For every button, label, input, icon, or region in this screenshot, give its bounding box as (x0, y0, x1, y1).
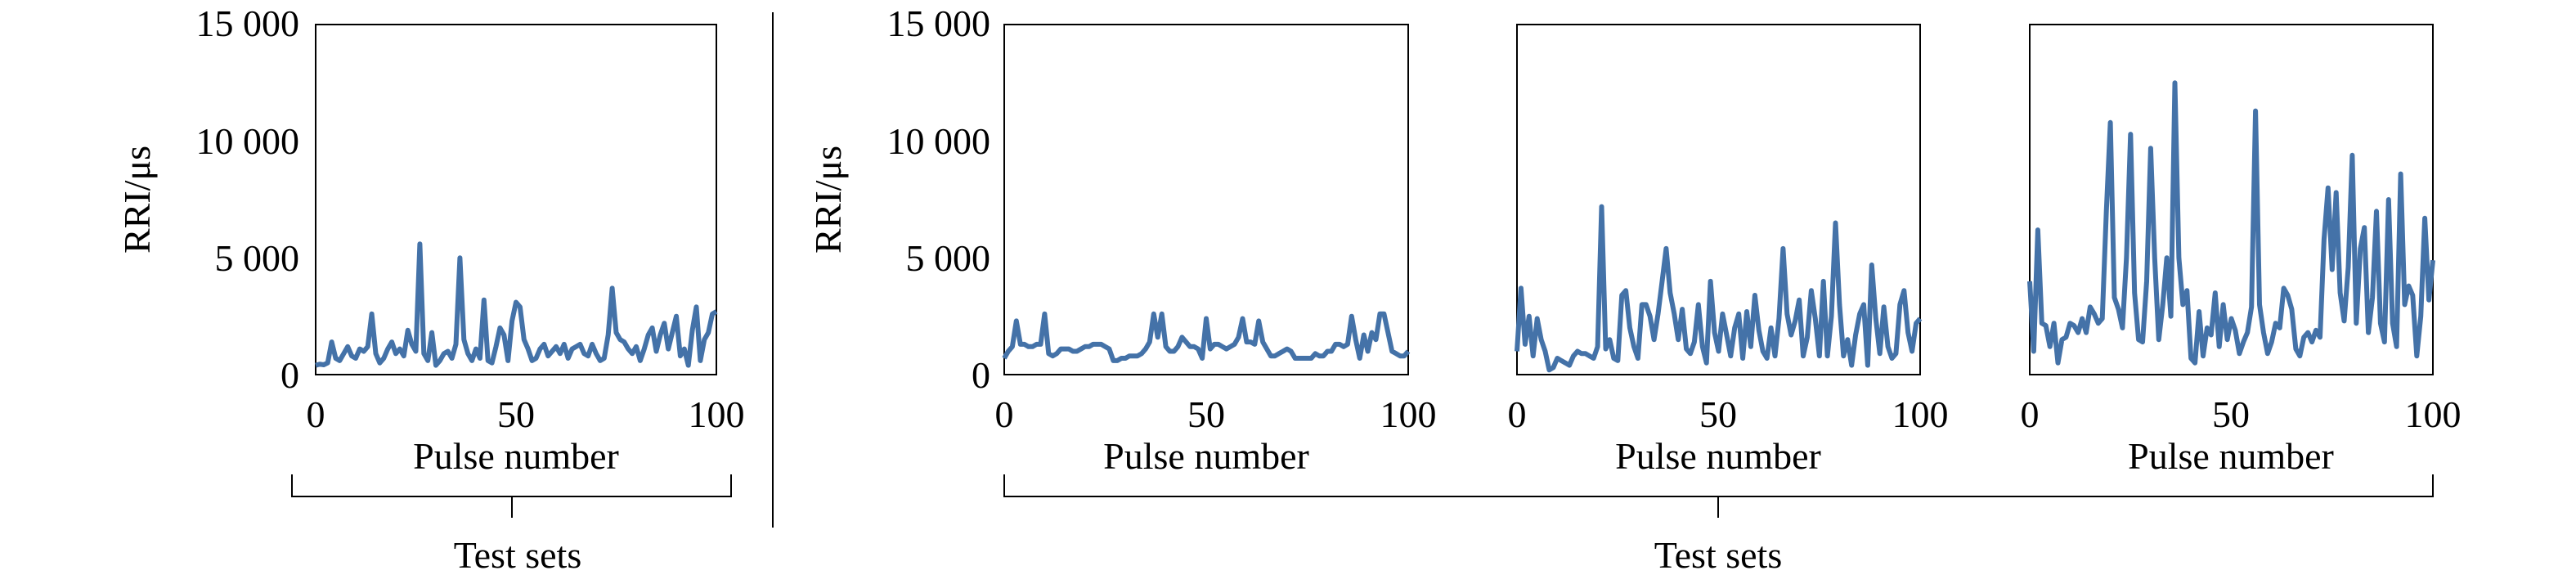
series-line (2027, 80, 2435, 366)
y-axis-label: RRI/μs (807, 146, 849, 254)
x-tick-label: 50 (1187, 393, 1225, 435)
x-tick-label: 0 (995, 393, 1014, 435)
x-tick-label: 50 (1699, 393, 1737, 435)
x-tick-label: 0 (2021, 393, 2040, 435)
group-label: Test sets (1654, 534, 1783, 576)
plot-frame (315, 24, 717, 375)
y-tick-label: 5 000 (906, 237, 991, 279)
series-line (315, 241, 718, 368)
panel-3: 0 50 100 Pulse number (1508, 24, 1949, 477)
panel-1: 15 000 10 000 5 000 0 0 50 100 Pulse num… (116, 2, 745, 477)
series-line (1515, 204, 1923, 373)
y-tick-label: 10 000 (887, 120, 991, 162)
y-tick-label: 5 000 (215, 237, 300, 279)
y-tick-label: 15 000 (196, 2, 300, 44)
group-label: Test sets (454, 534, 582, 576)
panel-4: 0 50 100 Pulse number (2021, 24, 2462, 477)
y-axis-label: RRI/μs (116, 146, 158, 254)
x-axis-label: Pulse number (2128, 435, 2334, 477)
x-tick-label: 100 (1892, 393, 1949, 435)
plot-frame (2029, 24, 2434, 375)
x-tick-label: 50 (2212, 393, 2250, 435)
plot-frame (1516, 24, 1921, 375)
group-bracket-2: Test sets (1003, 474, 2434, 576)
y-tick-label: 10 000 (196, 120, 300, 162)
x-tick-label: 100 (2405, 393, 2462, 435)
series-line (1002, 311, 1411, 363)
x-tick-label: 100 (1380, 393, 1437, 435)
x-tick-label: 50 (497, 393, 535, 435)
panel-2: 15 000 10 000 5 000 0 0 50 100 Pulse num… (807, 2, 1437, 477)
y-tick-label: 0 (972, 354, 990, 396)
plot-frame (1003, 24, 1409, 375)
x-axis-label: Pulse number (413, 435, 619, 477)
x-tick-label: 100 (689, 393, 745, 435)
y-tick-label: 15 000 (887, 2, 991, 44)
x-axis-label: Pulse number (1615, 435, 1821, 477)
group-bracket-1: Test sets (291, 474, 732, 576)
bracket-line (1003, 474, 2434, 497)
bracket-line (291, 474, 732, 497)
x-tick-label: 0 (1508, 393, 1527, 435)
x-axis-label: Pulse number (1103, 435, 1309, 477)
x-tick-label: 0 (307, 393, 325, 435)
y-tick-label: 0 (280, 354, 299, 396)
